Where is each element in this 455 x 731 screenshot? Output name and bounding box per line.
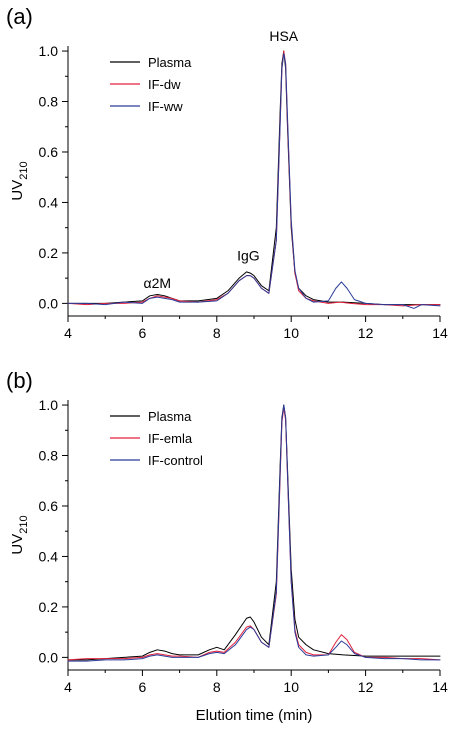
y-axis-title-subscript: 210 xyxy=(18,515,30,533)
panel-label: (a) xyxy=(6,4,33,29)
peak-annotation: HSA xyxy=(269,28,298,44)
y-tick-label: 0.6 xyxy=(39,498,59,514)
series-line-plasma xyxy=(67,404,441,661)
x-axis-title: Elution time (min) xyxy=(196,707,313,724)
y-tick-label: 0.0 xyxy=(39,295,59,311)
y-tick-label: 0.0 xyxy=(39,649,59,665)
peak-annotation: IgG xyxy=(237,247,260,263)
x-tick-label: 12 xyxy=(358,325,374,341)
series-line-if-ww xyxy=(67,53,441,309)
y-axis-title-subscript: 210 xyxy=(18,161,30,179)
legend-label: IF-dw xyxy=(148,77,181,92)
x-tick-label: 8 xyxy=(213,679,221,695)
y-tick-label: 0.6 xyxy=(39,144,59,160)
x-tick-label: 6 xyxy=(139,325,147,341)
x-tick-label: 4 xyxy=(64,679,72,695)
panel-b: 4 6 8 10 12 14 0.0 0.2 0.4 0.6 0.8 1.0 UV210 Elution … xyxy=(6,368,448,724)
y-tick-label: 0.2 xyxy=(39,599,59,615)
y-axis-title-main: UV xyxy=(9,180,26,201)
legend-label: IF-ww xyxy=(148,99,183,114)
series-line-if-control xyxy=(67,404,441,662)
x-tick-label: 10 xyxy=(283,679,299,695)
y-tick-label: 0.8 xyxy=(39,448,59,464)
y-tick-label: 0.2 xyxy=(39,245,59,261)
panel-a: 4 6 8 10 12 14 0.0 0.2 0.4 0.6 0.8 1.0 UV210 (a) Plasm… xyxy=(6,4,448,341)
y-axis-title-main: UV xyxy=(9,534,26,555)
peak-annotation: α2M xyxy=(144,275,172,291)
y-tick-label: 0.8 xyxy=(39,94,59,110)
series-line-plasma xyxy=(67,50,441,306)
x-tick-label: 14 xyxy=(432,325,448,341)
x-tick-label: 8 xyxy=(213,325,221,341)
y-tick-label: 0.4 xyxy=(39,548,59,564)
x-tick-label: 10 xyxy=(283,325,299,341)
x-tick-label: 6 xyxy=(139,679,147,695)
y-tick-label: 1.0 xyxy=(39,43,59,59)
y-tick-label: 1.0 xyxy=(39,397,59,413)
legend-label: Plasma xyxy=(148,409,192,424)
x-tick-label: 12 xyxy=(358,679,374,695)
x-tick-label: 14 xyxy=(432,679,448,695)
y-axis-title: UV210 xyxy=(9,161,30,200)
legend-label: Plasma xyxy=(148,55,192,70)
panel-label: (b) xyxy=(6,368,33,393)
y-tick-label: 0.4 xyxy=(39,194,59,210)
legend-label: IF-emla xyxy=(148,431,193,446)
x-tick-label: 4 xyxy=(64,325,72,341)
y-axis-title: UV210 xyxy=(9,515,30,554)
series-line-if-dw xyxy=(67,50,441,307)
legend-label: IF-control xyxy=(148,453,203,468)
